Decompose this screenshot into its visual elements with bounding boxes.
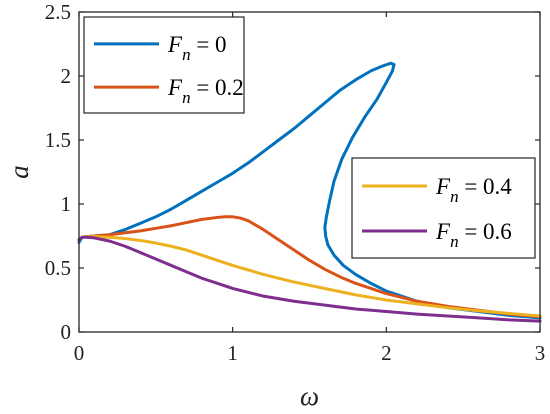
x-tick-label: 3	[535, 341, 546, 365]
legend-label-3: Fn = 0.6	[435, 219, 512, 251]
y-tick-label: 1	[61, 192, 72, 216]
y-axis-label: a	[4, 165, 34, 179]
series-line-2	[77, 235, 542, 318]
series-line-3	[77, 235, 542, 323]
legend-label-2: Fn = 0.4	[435, 174, 512, 206]
y-tick-label: 1.5	[45, 128, 71, 152]
legend-box	[351, 157, 536, 259]
y-tick-label: 2	[61, 64, 72, 88]
series-layer	[77, 61, 542, 323]
x-tick-label: 0	[74, 341, 85, 365]
x-axis-label: ω	[300, 381, 319, 411]
y-tick-label: 2.5	[45, 0, 71, 24]
legend-box	[83, 16, 245, 114]
ticks-layer: 0 1 2 3 0 0.5 1 1.5 2 2.5	[45, 0, 546, 365]
legend-middle-right: Fn = 0.4 Fn = 0.6	[351, 157, 536, 259]
x-tick-label: 2	[381, 341, 392, 365]
y-tick-label: 0	[61, 320, 72, 344]
y-tick-label: 0.5	[45, 256, 71, 280]
x-tick-label: 1	[227, 341, 238, 365]
legend-label-1: Fn = 0.2	[167, 75, 244, 107]
legend-label-0: Fn = 0	[167, 32, 227, 64]
series-line-0	[77, 61, 542, 320]
plot-frame	[78, 11, 541, 333]
legend-top-left: Fn = 0 Fn = 0.2	[83, 16, 245, 114]
series-line-1	[77, 215, 542, 319]
legend-layer: Fn = 0 Fn = 0.2 Fn = 0.4 Fn = 0.6	[83, 16, 536, 259]
